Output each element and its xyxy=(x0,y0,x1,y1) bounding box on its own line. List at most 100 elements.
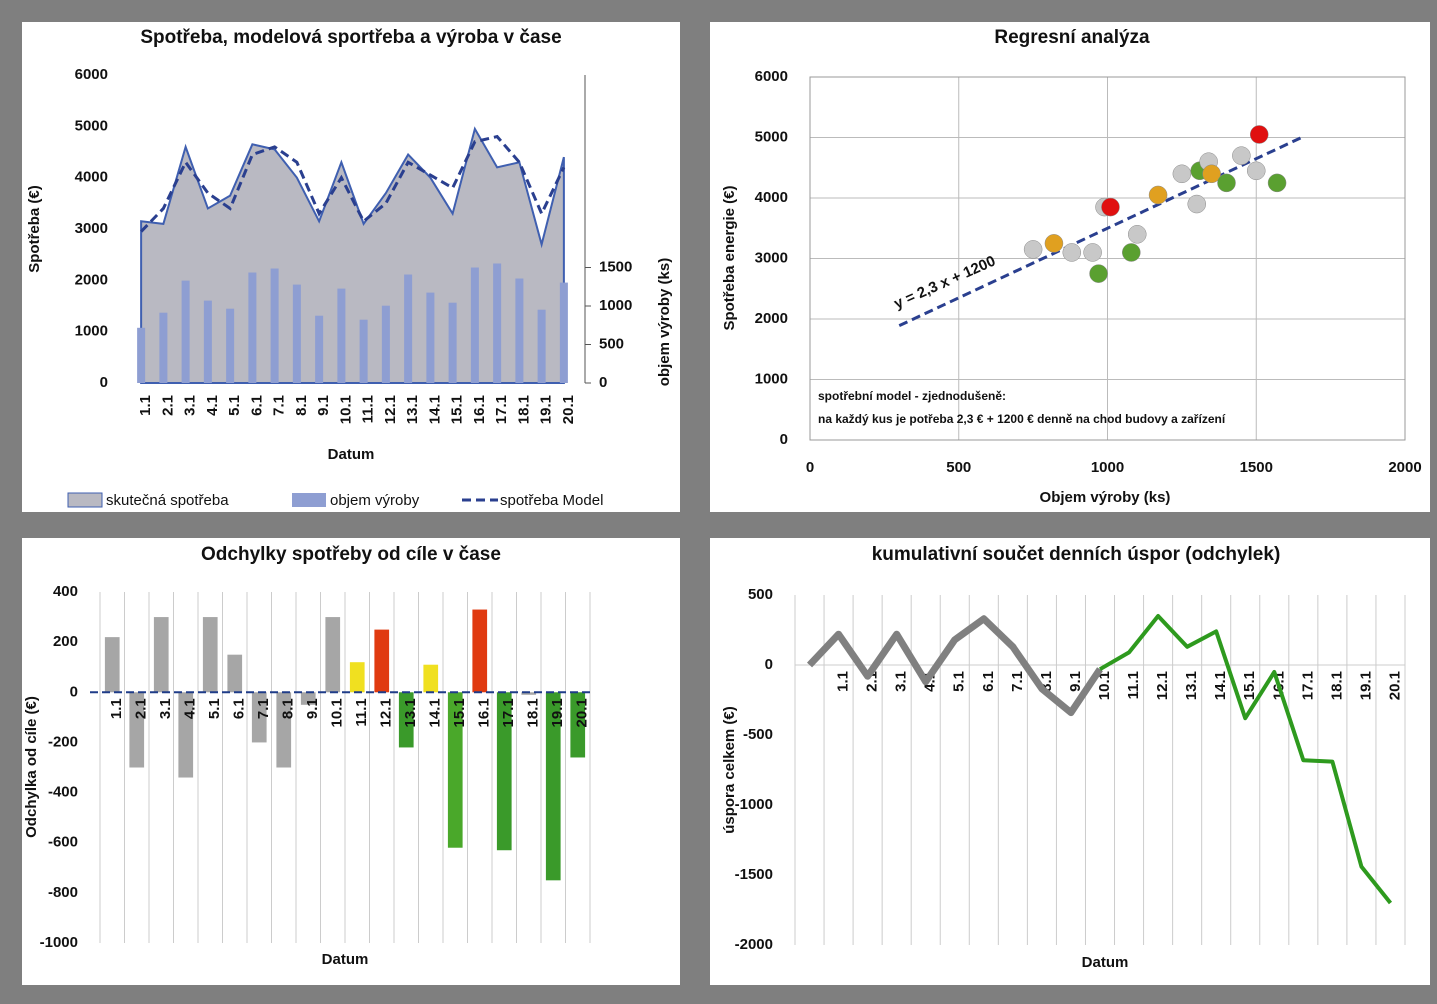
x-tick-label: 1.1 xyxy=(137,395,154,416)
plot-border xyxy=(809,76,1406,441)
x-tick-label: 500 xyxy=(946,459,971,476)
x-tick-label: 1.1 xyxy=(108,698,125,719)
x-tick-label: 1000 xyxy=(1091,459,1124,476)
y-tick-label: -200 xyxy=(48,733,78,750)
bar xyxy=(337,288,346,383)
x-tick-label: 16.1 xyxy=(476,698,493,727)
bar xyxy=(472,609,488,693)
bar xyxy=(521,692,537,695)
legend-label: skutečná spotřeba xyxy=(106,492,229,509)
y-tick-label: 400 xyxy=(53,583,78,600)
bar xyxy=(226,308,235,383)
x-tick-label: 8.1 xyxy=(293,395,310,416)
y-tick-label: 6000 xyxy=(755,68,788,85)
bar xyxy=(559,282,568,383)
point xyxy=(1232,146,1251,165)
x-tick-label: 17.1 xyxy=(1299,671,1316,700)
legend-swatch xyxy=(67,492,103,508)
x-axis-label: Datum xyxy=(328,446,375,463)
x-tick-label: 6.1 xyxy=(231,698,248,719)
bar xyxy=(426,292,435,383)
line xyxy=(1098,614,1393,905)
legend-label: objem výroby xyxy=(330,492,420,509)
x-tick-label: 14.1 xyxy=(1212,671,1229,700)
y-tick-label: -1000 xyxy=(735,796,773,813)
x-tick-label: 15.1 xyxy=(449,395,466,424)
bar xyxy=(374,629,390,693)
bar xyxy=(227,654,243,693)
y-tick-label: 0 xyxy=(765,656,773,673)
bar xyxy=(248,272,257,383)
bar xyxy=(448,302,457,383)
x-tick-label: 8.1 xyxy=(280,698,297,719)
y2-tick-label: 1500 xyxy=(599,258,632,275)
x-tick-label: 15.1 xyxy=(451,698,468,727)
y-tick-label: 6000 xyxy=(75,66,108,83)
x-tick-label: 11.1 xyxy=(353,698,370,726)
x-tick-label: 7.1 xyxy=(1009,671,1026,692)
panel xyxy=(22,538,680,985)
x-tick-label: 16.1 xyxy=(471,395,488,424)
y2-axis-label: objem výroby (ks) xyxy=(656,258,673,386)
y-tick-label: 3000 xyxy=(75,220,108,237)
bar xyxy=(159,312,168,383)
x-tick-label: 7.1 xyxy=(271,395,288,416)
y-tick-label: -1500 xyxy=(735,866,773,883)
point xyxy=(1062,243,1082,262)
x-tick-label: 9.1 xyxy=(304,698,321,719)
point xyxy=(1122,243,1141,262)
bar xyxy=(423,664,439,693)
x-tick-label: 20.1 xyxy=(1386,671,1403,700)
y2-tick-label: 0 xyxy=(599,374,607,391)
bar xyxy=(270,268,279,383)
x-tick-label: 17.1 xyxy=(493,395,510,424)
x-tick-label: 1.1 xyxy=(835,671,852,692)
bar xyxy=(398,692,414,748)
x-tick-label: 18.1 xyxy=(525,698,542,727)
y-axis-label: Spotřeba energie (€) xyxy=(721,185,738,330)
y-tick-label: 4000 xyxy=(75,169,108,186)
bar xyxy=(104,637,120,693)
legend-swatch xyxy=(292,493,326,507)
y-axis-label: Odchylka od cíle (€) xyxy=(23,696,40,838)
x-axis-label: Datum xyxy=(322,951,369,968)
x-tick-label: 4.1 xyxy=(182,698,199,719)
y-tick-label: -500 xyxy=(743,726,773,743)
point xyxy=(1202,164,1221,184)
bar xyxy=(276,692,292,768)
x-tick-label: 2.1 xyxy=(133,698,150,719)
y-tick-label: 3000 xyxy=(755,249,788,266)
point xyxy=(1023,240,1043,259)
x-tick-label: 13.1 xyxy=(404,395,421,424)
x-tick-label: 6.1 xyxy=(980,671,997,692)
x-tick-label: 5.1 xyxy=(951,671,968,692)
y-tick-label: 2000 xyxy=(755,310,788,327)
bar xyxy=(178,692,194,778)
y-tick-label: 1000 xyxy=(75,323,108,340)
y-axis-label: Spotřeba (€) xyxy=(26,185,43,273)
bar xyxy=(359,319,368,383)
y-tick-label: 2000 xyxy=(75,271,108,288)
x-tick-label: 13.1 xyxy=(1183,671,1200,700)
point xyxy=(1083,243,1102,262)
x-tick-label: 10.1 xyxy=(329,698,346,727)
x-tick-label: 2.1 xyxy=(159,395,176,416)
y-tick-label: -400 xyxy=(48,784,78,801)
annotation: spotřební model - zjednodušeně: xyxy=(818,389,1006,403)
line xyxy=(140,134,566,233)
point xyxy=(1044,234,1064,253)
x-tick-label: 12.1 xyxy=(378,698,395,727)
bar xyxy=(349,662,365,693)
x-tick-label: 3.1 xyxy=(182,395,199,416)
point xyxy=(1249,125,1269,144)
x-tick-label: 19.1 xyxy=(538,395,555,424)
x-tick-label: 20.1 xyxy=(560,395,577,424)
x-tick-label: 13.1 xyxy=(402,698,419,727)
bar xyxy=(404,274,413,383)
x-tick-label: 0 xyxy=(806,459,814,476)
bar xyxy=(496,692,512,851)
legend-label: spotřeba Model xyxy=(500,492,603,509)
y-tick-label: 0 xyxy=(100,374,108,391)
x-tick-label: 7.1 xyxy=(255,698,272,719)
